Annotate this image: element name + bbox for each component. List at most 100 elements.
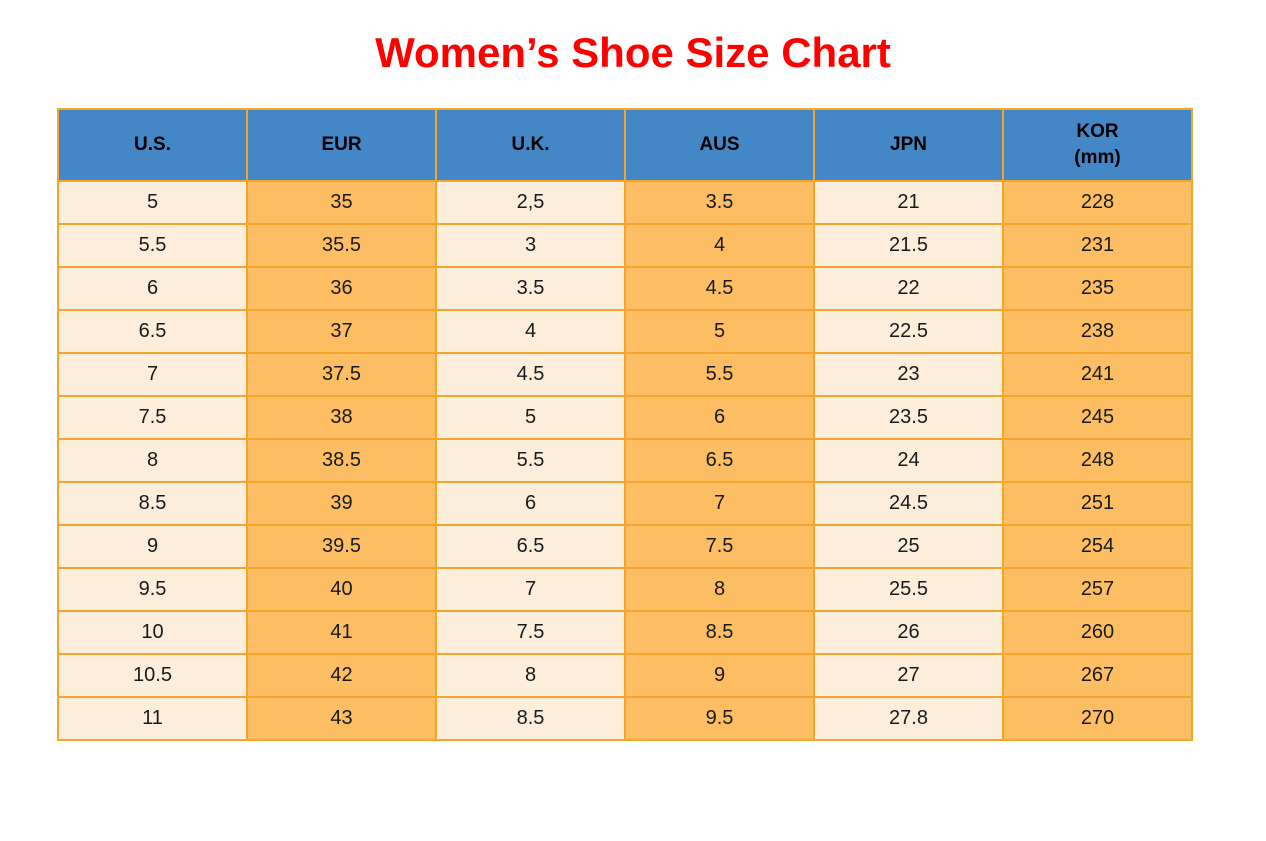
table-cell: 6.5 — [435, 524, 626, 569]
table-cell: 37 — [246, 309, 437, 354]
table-cell: 245 — [1002, 395, 1193, 440]
table-cell: 7 — [624, 481, 815, 526]
table-row: 5 35 2,5 3.5 21 228 — [57, 180, 1193, 225]
column-header-eur: EUR — [246, 108, 437, 182]
table-cell: 39 — [246, 481, 437, 526]
table-cell: 5 — [435, 395, 626, 440]
table-cell: 43 — [246, 696, 437, 741]
table-cell: 24 — [813, 438, 1004, 483]
table-cell: 241 — [1002, 352, 1193, 397]
table-cell: 22 — [813, 266, 1004, 311]
column-header-kor: KOR (mm) — [1002, 108, 1193, 182]
table-cell: 40 — [246, 567, 437, 612]
table-cell: 21.5 — [813, 223, 1004, 268]
table-cell: 3 — [435, 223, 626, 268]
table-cell: 26 — [813, 610, 1004, 655]
table-cell: 7 — [435, 567, 626, 612]
table-cell: 41 — [246, 610, 437, 655]
table-row: 6.5 37 4 5 22.5 238 — [57, 309, 1193, 354]
table-row: 8 38.5 5.5 6.5 24 248 — [57, 438, 1193, 483]
table-cell: 260 — [1002, 610, 1193, 655]
table-cell: 9 — [57, 524, 248, 569]
column-header-uk: U.K. — [435, 108, 626, 182]
table-cell: 7 — [57, 352, 248, 397]
size-table: U.S. EUR U.K. AUS JPN KOR (mm) 5 35 2,5 3.5 21 228 5… — [57, 108, 1193, 741]
table-body: 5 35 2,5 3.5 21 228 5.5 35.5 3 4 21.5 231 6 36 3.5 4.5 2… — [57, 180, 1193, 741]
table-cell: 2,5 — [435, 180, 626, 225]
table-cell: 4.5 — [435, 352, 626, 397]
table-cell: 8.5 — [57, 481, 248, 526]
table-cell: 22.5 — [813, 309, 1004, 354]
table-cell: 5.5 — [57, 223, 248, 268]
table-cell: 23.5 — [813, 395, 1004, 440]
table-cell: 36 — [246, 266, 437, 311]
table-cell: 5 — [624, 309, 815, 354]
table-cell: 25.5 — [813, 567, 1004, 612]
table-cell: 7.5 — [624, 524, 815, 569]
table-cell: 42 — [246, 653, 437, 698]
size-chart-table-container: U.S. EUR U.K. AUS JPN KOR (mm) 5 35 2,5 3.5 21 228 5… — [57, 108, 1193, 741]
table-cell: 254 — [1002, 524, 1193, 569]
column-header-us: U.S. — [57, 108, 248, 182]
table-cell: 23 — [813, 352, 1004, 397]
table-cell: 10.5 — [57, 653, 248, 698]
table-cell: 270 — [1002, 696, 1193, 741]
table-cell: 8 — [624, 567, 815, 612]
table-cell: 37.5 — [246, 352, 437, 397]
table-cell: 267 — [1002, 653, 1193, 698]
table-cell: 3.5 — [624, 180, 815, 225]
table-cell: 231 — [1002, 223, 1193, 268]
table-row: 5.5 35.5 3 4 21.5 231 — [57, 223, 1193, 268]
table-row: 9.5 40 7 8 25.5 257 — [57, 567, 1193, 612]
table-cell: 27.8 — [813, 696, 1004, 741]
table-cell: 6 — [624, 395, 815, 440]
table-cell: 8.5 — [435, 696, 626, 741]
table-cell: 228 — [1002, 180, 1193, 225]
table-cell: 27 — [813, 653, 1004, 698]
table-cell: 5 — [57, 180, 248, 225]
table-cell: 38.5 — [246, 438, 437, 483]
table-cell: 8 — [435, 653, 626, 698]
table-row: 7.5 38 5 6 23.5 245 — [57, 395, 1193, 440]
column-header-jpn: JPN — [813, 108, 1004, 182]
table-cell: 6.5 — [57, 309, 248, 354]
table-cell: 3.5 — [435, 266, 626, 311]
table-cell: 4.5 — [624, 266, 815, 311]
table-row: 8.5 39 6 7 24.5 251 — [57, 481, 1193, 526]
table-cell: 9.5 — [624, 696, 815, 741]
table-cell: 10 — [57, 610, 248, 655]
table-cell: 251 — [1002, 481, 1193, 526]
table-cell: 8 — [57, 438, 248, 483]
header-row: U.S. EUR U.K. AUS JPN KOR (mm) — [57, 108, 1193, 182]
table-row: 10.5 42 8 9 27 267 — [57, 653, 1193, 698]
table-head: U.S. EUR U.K. AUS JPN KOR (mm) — [57, 108, 1193, 182]
table-cell: 6 — [435, 481, 626, 526]
table-cell: 9 — [624, 653, 815, 698]
table-cell: 238 — [1002, 309, 1193, 354]
table-cell: 5.5 — [624, 352, 815, 397]
table-cell: 35.5 — [246, 223, 437, 268]
table-cell: 6 — [57, 266, 248, 311]
table-cell: 39.5 — [246, 524, 437, 569]
table-cell: 38 — [246, 395, 437, 440]
table-cell: 4 — [624, 223, 815, 268]
table-row: 10 41 7.5 8.5 26 260 — [57, 610, 1193, 655]
table-cell: 35 — [246, 180, 437, 225]
table-cell: 235 — [1002, 266, 1193, 311]
page-title: Women’s Shoe Size Chart — [375, 29, 891, 76]
table-cell: 248 — [1002, 438, 1193, 483]
table-cell: 257 — [1002, 567, 1193, 612]
table-cell: 7.5 — [57, 395, 248, 440]
table-row: 11 43 8.5 9.5 27.8 270 — [57, 696, 1193, 741]
table-cell: 5.5 — [435, 438, 626, 483]
table-cell: 8.5 — [624, 610, 815, 655]
table-cell: 25 — [813, 524, 1004, 569]
table-row: 6 36 3.5 4.5 22 235 — [57, 266, 1193, 311]
table-cell: 11 — [57, 696, 248, 741]
table-cell: 7.5 — [435, 610, 626, 655]
table-cell: 6.5 — [624, 438, 815, 483]
table-cell: 9.5 — [57, 567, 248, 612]
table-cell: 21 — [813, 180, 1004, 225]
table-row: 9 39.5 6.5 7.5 25 254 — [57, 524, 1193, 569]
table-cell: 24.5 — [813, 481, 1004, 526]
